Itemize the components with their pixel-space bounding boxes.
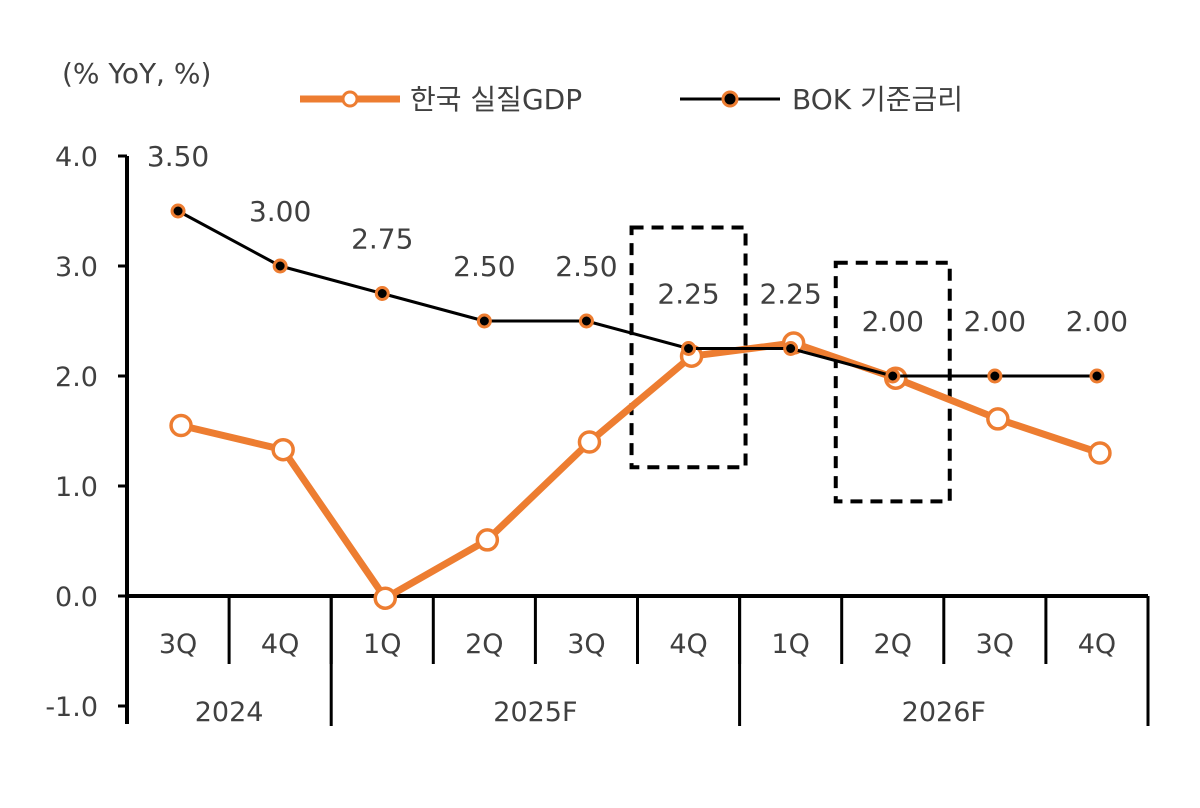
legend-bok-marker [721, 90, 739, 108]
x-tick-label: 4Q [669, 629, 707, 660]
bok-data-label: 2.00 [1066, 305, 1128, 338]
x-axis: 3Q 4Q 1Q 2Q 3Q 4Q 1Q 2Q 3Q 4Q 2024 2025F 2026F [159, 596, 1150, 728]
legend: 한국 실질GDP BOK 기준금리 [300, 83, 963, 116]
y-axis-unit-label: (% YoY, %) [62, 57, 211, 90]
bok-point [987, 368, 1003, 384]
x-tick-label: 2Q [465, 629, 503, 660]
y-tick-label: 0.0 [55, 582, 98, 613]
year-group-label: 2026F [902, 697, 986, 728]
legend-item-gdp: 한국 실질GDP [300, 83, 582, 116]
gdp-point [373, 586, 397, 610]
bok-data-label: 2.25 [657, 278, 719, 311]
legend-item-bok: BOK 기준금리 [680, 83, 963, 116]
y-tick-label: 3.0 [55, 252, 98, 283]
y-tick-label: 1.0 [55, 472, 98, 503]
bok-data-label: 2.75 [351, 223, 413, 256]
highlight-box [629, 225, 748, 470]
gdp-point [169, 413, 193, 438]
x-tick-label: 2Q [874, 629, 912, 660]
gdp-point [475, 528, 500, 552]
x-tick-label: 4Q [1078, 629, 1116, 660]
y-tick-label: -1.0 [45, 692, 98, 723]
legend-bok-label: BOK 기준금리 [792, 83, 963, 116]
bok-data-label: 2.00 [862, 305, 924, 338]
bok-data-label: 3.50 [147, 140, 209, 173]
bok-data-label: 3.00 [249, 195, 311, 228]
bok-line [177, 209, 1097, 378]
series-bok [170, 203, 1105, 384]
x-tick-label: 3Q [976, 629, 1014, 660]
bok-point [578, 313, 594, 329]
data-labels: 3.50 3.00 2.75 2.50 2.50 2.25 2.25 2.00 2.00 2.00 [147, 140, 1128, 338]
y-tick-label: 2.0 [55, 362, 98, 393]
bok-point [681, 341, 697, 356]
gdp-point [271, 437, 295, 462]
y-axis-ticks: -1.0 0.0 1.0 2.0 3.0 4.0 [45, 142, 127, 723]
year-group-label: 2024 [195, 697, 264, 728]
gdp-point [577, 430, 602, 454]
bok-point [476, 313, 492, 329]
gdp-line [180, 339, 1102, 602]
highlight-box [833, 260, 952, 504]
x-tick-label: 3Q [159, 629, 197, 660]
bok-point [170, 203, 186, 219]
bok-point [1089, 368, 1105, 384]
bok-point [272, 258, 288, 274]
gdp-point [1088, 441, 1112, 465]
bok-point [885, 368, 901, 384]
y-tick-label: 4.0 [55, 142, 98, 173]
bok-data-label: 2.50 [453, 250, 515, 283]
x-tick-label: 1Q [771, 629, 809, 660]
bok-data-label: 2.00 [964, 305, 1026, 338]
bok-point [374, 286, 390, 301]
series-gdp [169, 331, 1112, 610]
bok-data-label: 2.25 [759, 278, 821, 311]
year-group-label: 2025F [493, 697, 577, 728]
gdp-point [986, 407, 1010, 431]
x-tick-label: 4Q [261, 629, 299, 660]
legend-gdp-label: 한국 실질GDP [410, 83, 582, 116]
x-tick-label: 1Q [363, 629, 401, 660]
highlight-boxes [629, 225, 952, 504]
bok-data-label: 2.50 [555, 250, 617, 283]
bok-point [783, 341, 799, 356]
x-tick-label: 3Q [567, 629, 605, 660]
legend-gdp-marker [341, 90, 359, 108]
